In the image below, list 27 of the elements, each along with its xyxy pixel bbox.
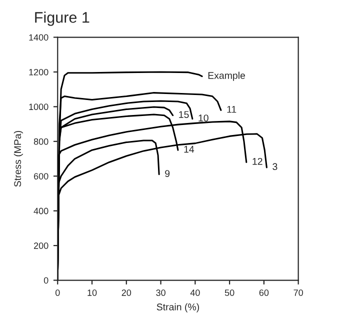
x-tick-label: 60	[259, 290, 269, 296]
series-label: 9	[165, 170, 170, 177]
y-axis-title: Stress (MPa)	[14, 131, 23, 187]
x-axis-title: Strain (%)	[156, 303, 199, 312]
series-label: 3	[272, 163, 278, 170]
x-tick-label: 0	[55, 290, 60, 296]
x-tick-label: 10	[88, 290, 97, 296]
series-label: 12	[252, 158, 262, 165]
series-label: 14	[184, 146, 194, 153]
y-tick-label: 600	[34, 173, 48, 180]
x-tick-label: 50	[224, 290, 234, 296]
y-tick-label: 1200	[29, 68, 48, 76]
x-tick-label: 70	[294, 290, 303, 296]
y-tick-label: 1400	[29, 34, 48, 41]
x-tick-label: 20	[122, 290, 132, 296]
series-label: Example	[208, 72, 245, 81]
x-tick-label: 30	[156, 290, 166, 296]
series-label: 15	[179, 111, 189, 118]
y-tick-label: 1000	[29, 104, 48, 110]
series-label: 10	[198, 114, 208, 122]
y-tick-label: 400	[34, 208, 48, 214]
series-label: 11	[227, 106, 236, 113]
y-tick-label: 200	[34, 242, 48, 249]
y-tick-label: 0	[44, 277, 48, 284]
x-tick-label: 40	[190, 290, 200, 296]
y-tick-label: 800	[34, 138, 48, 145]
chart-title: Figure 1	[35, 12, 90, 26]
